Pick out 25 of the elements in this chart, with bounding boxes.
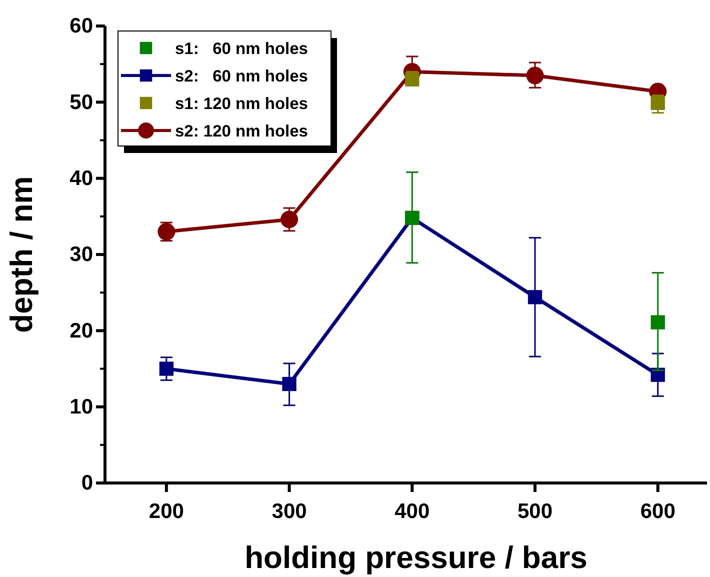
legend-label: s1: 60 nm holes xyxy=(175,40,308,58)
y-tick-label: 20 xyxy=(70,319,93,342)
y-tick-label: 40 xyxy=(70,167,93,190)
x-tick-label: 200 xyxy=(148,500,184,524)
point xyxy=(280,210,298,228)
point xyxy=(282,376,296,392)
point xyxy=(526,66,544,84)
x-tick-label: 600 xyxy=(640,500,676,524)
x-tick-label: 400 xyxy=(394,500,430,524)
point xyxy=(159,362,174,376)
y-axis-title: depth / nm xyxy=(4,176,39,333)
legend-label: s2: 60 nm holes xyxy=(175,68,308,86)
y-tick-label: 50 xyxy=(70,90,93,114)
y-tick-label: 0 xyxy=(81,472,93,495)
point xyxy=(650,315,665,330)
point xyxy=(650,96,665,110)
y-tick-label: 30 xyxy=(70,243,93,266)
x-tick-label: 500 xyxy=(517,500,553,524)
legend-label: s2: 120 nm holes xyxy=(175,122,308,140)
x-tick-label: 300 xyxy=(272,500,307,524)
y-tick-label: 10 xyxy=(70,396,93,419)
point xyxy=(528,290,542,304)
y-tick-label: 60 xyxy=(70,14,93,38)
legend-label: s1: 120 nm holes xyxy=(175,95,308,113)
x-axis-title: holding pressure / bars xyxy=(244,540,588,575)
